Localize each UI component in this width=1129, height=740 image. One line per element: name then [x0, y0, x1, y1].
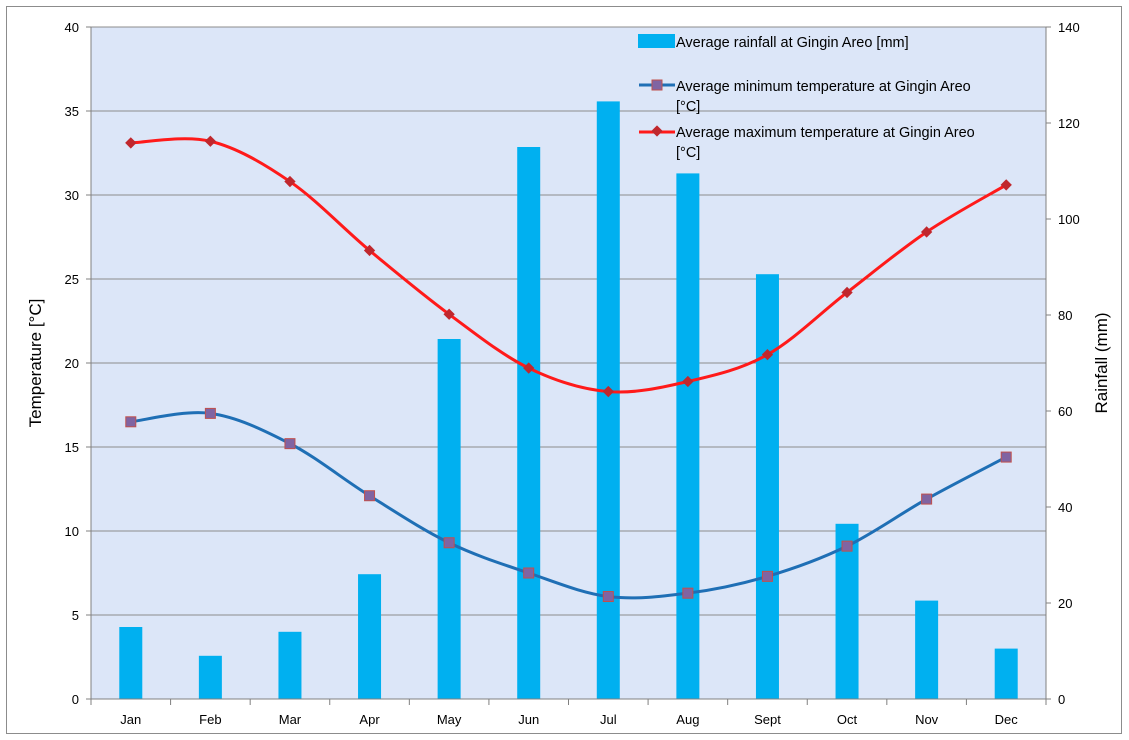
min-temp-marker [841, 540, 853, 552]
right-tick-label: 100 [1058, 212, 1080, 227]
min-temp-marker [443, 537, 455, 549]
legend: Average rainfall at Gingin Areo [mm] Ave… [638, 34, 979, 161]
legend-rainfall-label: Average rainfall at Gingin Areo [mm] [676, 35, 909, 51]
chart-frame: Jan Feb Mar Apr May Jun Jul Aug Sept Oct Nov Dec 0 5… [6, 6, 1122, 734]
max-temp-marker [602, 385, 614, 398]
x-tick-labels: Jan Feb Mar Apr May Jun Jul Aug Sept Oct Nov Dec [90, 699, 1047, 727]
rainfall-bar [596, 101, 620, 699]
max-temp-marker [841, 286, 853, 299]
right-tick-label: 120 [1058, 116, 1080, 131]
right-tick-label: 40 [1058, 500, 1072, 515]
left-axis-title: Temperature [°C] [26, 299, 45, 428]
rainfall-bars [119, 101, 1018, 699]
left-tick-label: 5 [72, 608, 79, 623]
right-tick-label: 60 [1058, 404, 1072, 419]
max-temp-marker [204, 135, 217, 147]
legend-max-label: Average maximum temperature at Gingin Ar… [676, 125, 979, 161]
x-tick-label: May [437, 712, 462, 727]
x-tick-label: Feb [199, 712, 221, 727]
min-temp-marker [682, 587, 694, 599]
max-temp-marker [761, 348, 774, 361]
right-tick-label: 20 [1058, 596, 1072, 611]
x-tick-label: Aug [676, 712, 699, 727]
max-temp-marker [920, 226, 933, 238]
min-temp-marker [284, 438, 296, 450]
rainfall-bar [835, 523, 859, 699]
x-tick-label: Oct [837, 712, 858, 727]
x-tick-label: Sept [754, 712, 781, 727]
max-temp-marker [284, 175, 296, 188]
min-temp-marker [1000, 451, 1012, 463]
rainfall-bar [517, 147, 541, 699]
rainfall-bar [676, 173, 700, 699]
left-tick-label: 15 [65, 440, 79, 455]
x-tick-label: Jul [600, 712, 617, 727]
right-tick-label: 80 [1058, 308, 1072, 323]
temperature-lines [125, 135, 1012, 603]
right-axis-title: Rainfall (mm) [1092, 312, 1111, 413]
left-tick-label: 0 [72, 692, 79, 707]
left-tick-label: 40 [65, 20, 79, 35]
right-tick-label: 140 [1058, 20, 1080, 35]
right-tick-label: 0 [1058, 692, 1065, 707]
min-temp-marker [204, 407, 216, 419]
rainfall-bar [915, 600, 939, 699]
left-tick-label: 25 [65, 272, 79, 287]
min-temp-line [130, 411, 1007, 600]
max-temp-marker [363, 244, 376, 257]
legend-rainfall-swatch [638, 34, 675, 48]
max-temp-marker [443, 308, 455, 320]
min-temp-marker [602, 591, 614, 603]
min-temp-marker [125, 416, 137, 428]
right-y-tick-labels: 0 20 40 60 80 100 120 140 [1046, 20, 1080, 707]
rainfall-bar [755, 274, 779, 699]
rainfall-bar [198, 655, 222, 699]
max-temp-marker [1000, 179, 1012, 191]
rainfall-bar [278, 631, 302, 699]
legend-min-marker [651, 79, 663, 91]
min-temp-marker [364, 490, 376, 502]
rainfall-bar [994, 648, 1018, 699]
x-tick-label: Jun [518, 712, 539, 727]
x-tick-label: Jan [120, 712, 141, 727]
min-temp-marker [523, 567, 535, 579]
rainfall-bar [437, 339, 461, 699]
max-temp-marker [523, 362, 535, 374]
x-tick-label: Nov [915, 712, 939, 727]
min-temp-marker [921, 493, 933, 505]
x-tick-label: Apr [359, 712, 380, 727]
left-tick-label: 10 [65, 524, 79, 539]
min-temp-marker [761, 570, 773, 582]
left-tick-label: 20 [65, 356, 79, 371]
left-tick-label: 30 [65, 188, 79, 203]
rainfall-bar [358, 574, 382, 699]
x-tick-label: Mar [279, 712, 302, 727]
x-tick-label: Dec [995, 712, 1019, 727]
rainfall-bar [119, 627, 143, 699]
left-tick-label: 35 [65, 104, 79, 119]
max-temp-marker [682, 375, 694, 388]
left-y-tick-labels: 0 5 10 15 20 25 30 35 40 [65, 20, 91, 707]
combo-chart: Jan Feb Mar Apr May Jun Jul Aug Sept Oct Nov Dec 0 5… [26, 20, 1111, 727]
legend-min-label: Average minimum temperature at Gingin Ar… [676, 79, 975, 115]
